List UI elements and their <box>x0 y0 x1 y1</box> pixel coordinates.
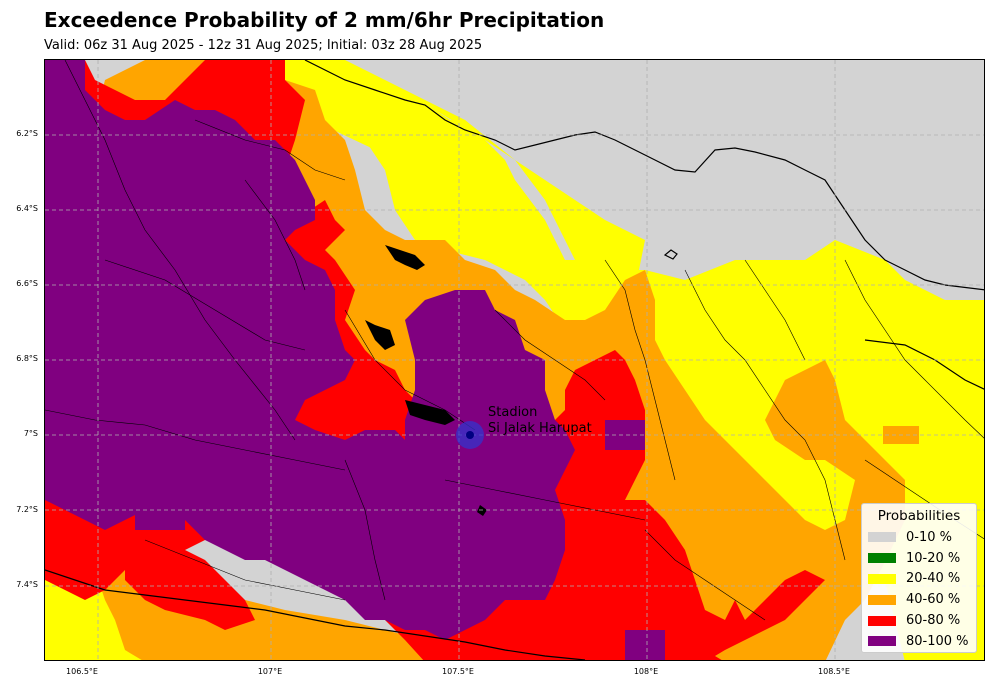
legend-swatch <box>868 636 896 647</box>
station-label: Stadion Si Jalak Harupat <box>488 405 592 437</box>
station-marker[interactable] <box>456 421 484 449</box>
legend-item: 80-100 % <box>862 631 976 652</box>
probability-field <box>45 60 984 660</box>
station-name-line2: Si Jalak Harupat <box>488 421 592 436</box>
grid-lines <box>45 60 984 660</box>
legend-title: Probabilities <box>877 508 961 524</box>
map-title: Exceedence Probability of 2 mm/6hr Preci… <box>44 8 605 32</box>
admin-boundaries <box>45 60 984 621</box>
y-tick-label: 6.6°S <box>16 279 38 288</box>
legend-item: 60-80 % <box>862 610 976 631</box>
legend-label: 60-80 % <box>906 613 961 629</box>
legend-label: 10-20 % <box>906 550 961 566</box>
y-tick-label: 7.2°S <box>16 505 38 514</box>
x-tick-label: 108°E <box>633 667 659 676</box>
legend-item: 0-10 % <box>862 527 976 548</box>
legend-swatch <box>868 573 896 584</box>
y-tick-label: 7.4°S <box>16 580 38 589</box>
y-tick-label: 6.8°S <box>16 354 38 363</box>
legend-swatch <box>868 615 896 626</box>
zone-80-100 <box>45 60 665 660</box>
legend-item: 10-20 % <box>862 548 976 569</box>
legend-item: 40-60 % <box>862 589 976 610</box>
x-tick-label: 108.5°E <box>818 667 850 676</box>
legend-label: 0-10 % <box>906 529 952 545</box>
probability-map <box>44 59 985 661</box>
map-subtitle: Valid: 06z 31 Aug 2025 - 12z 31 Aug 2025… <box>44 38 483 53</box>
legend: Probabilities 0-10 % 10-20 % 20-40 % 40-… <box>861 503 977 653</box>
y-tick-label: 6.4°S <box>16 204 38 213</box>
legend-swatch <box>868 532 896 543</box>
x-tick-label: 107.5°E <box>442 667 474 676</box>
station-name-line1: Stadion <box>488 405 538 420</box>
legend-label: 80-100 % <box>906 633 969 649</box>
x-tick-label: 107°E <box>257 667 283 676</box>
legend-swatch <box>868 594 896 605</box>
reservoirs <box>365 245 487 516</box>
y-tick-label: 7°S <box>23 429 38 438</box>
legend-swatch <box>868 553 896 564</box>
legend-label: 40-60 % <box>906 592 961 608</box>
legend-label: 20-40 % <box>906 571 961 587</box>
legend-item: 20-40 % <box>862 569 976 590</box>
x-tick-label: 106.5°E <box>66 667 98 676</box>
y-tick-label: 6.2°S <box>16 129 38 138</box>
